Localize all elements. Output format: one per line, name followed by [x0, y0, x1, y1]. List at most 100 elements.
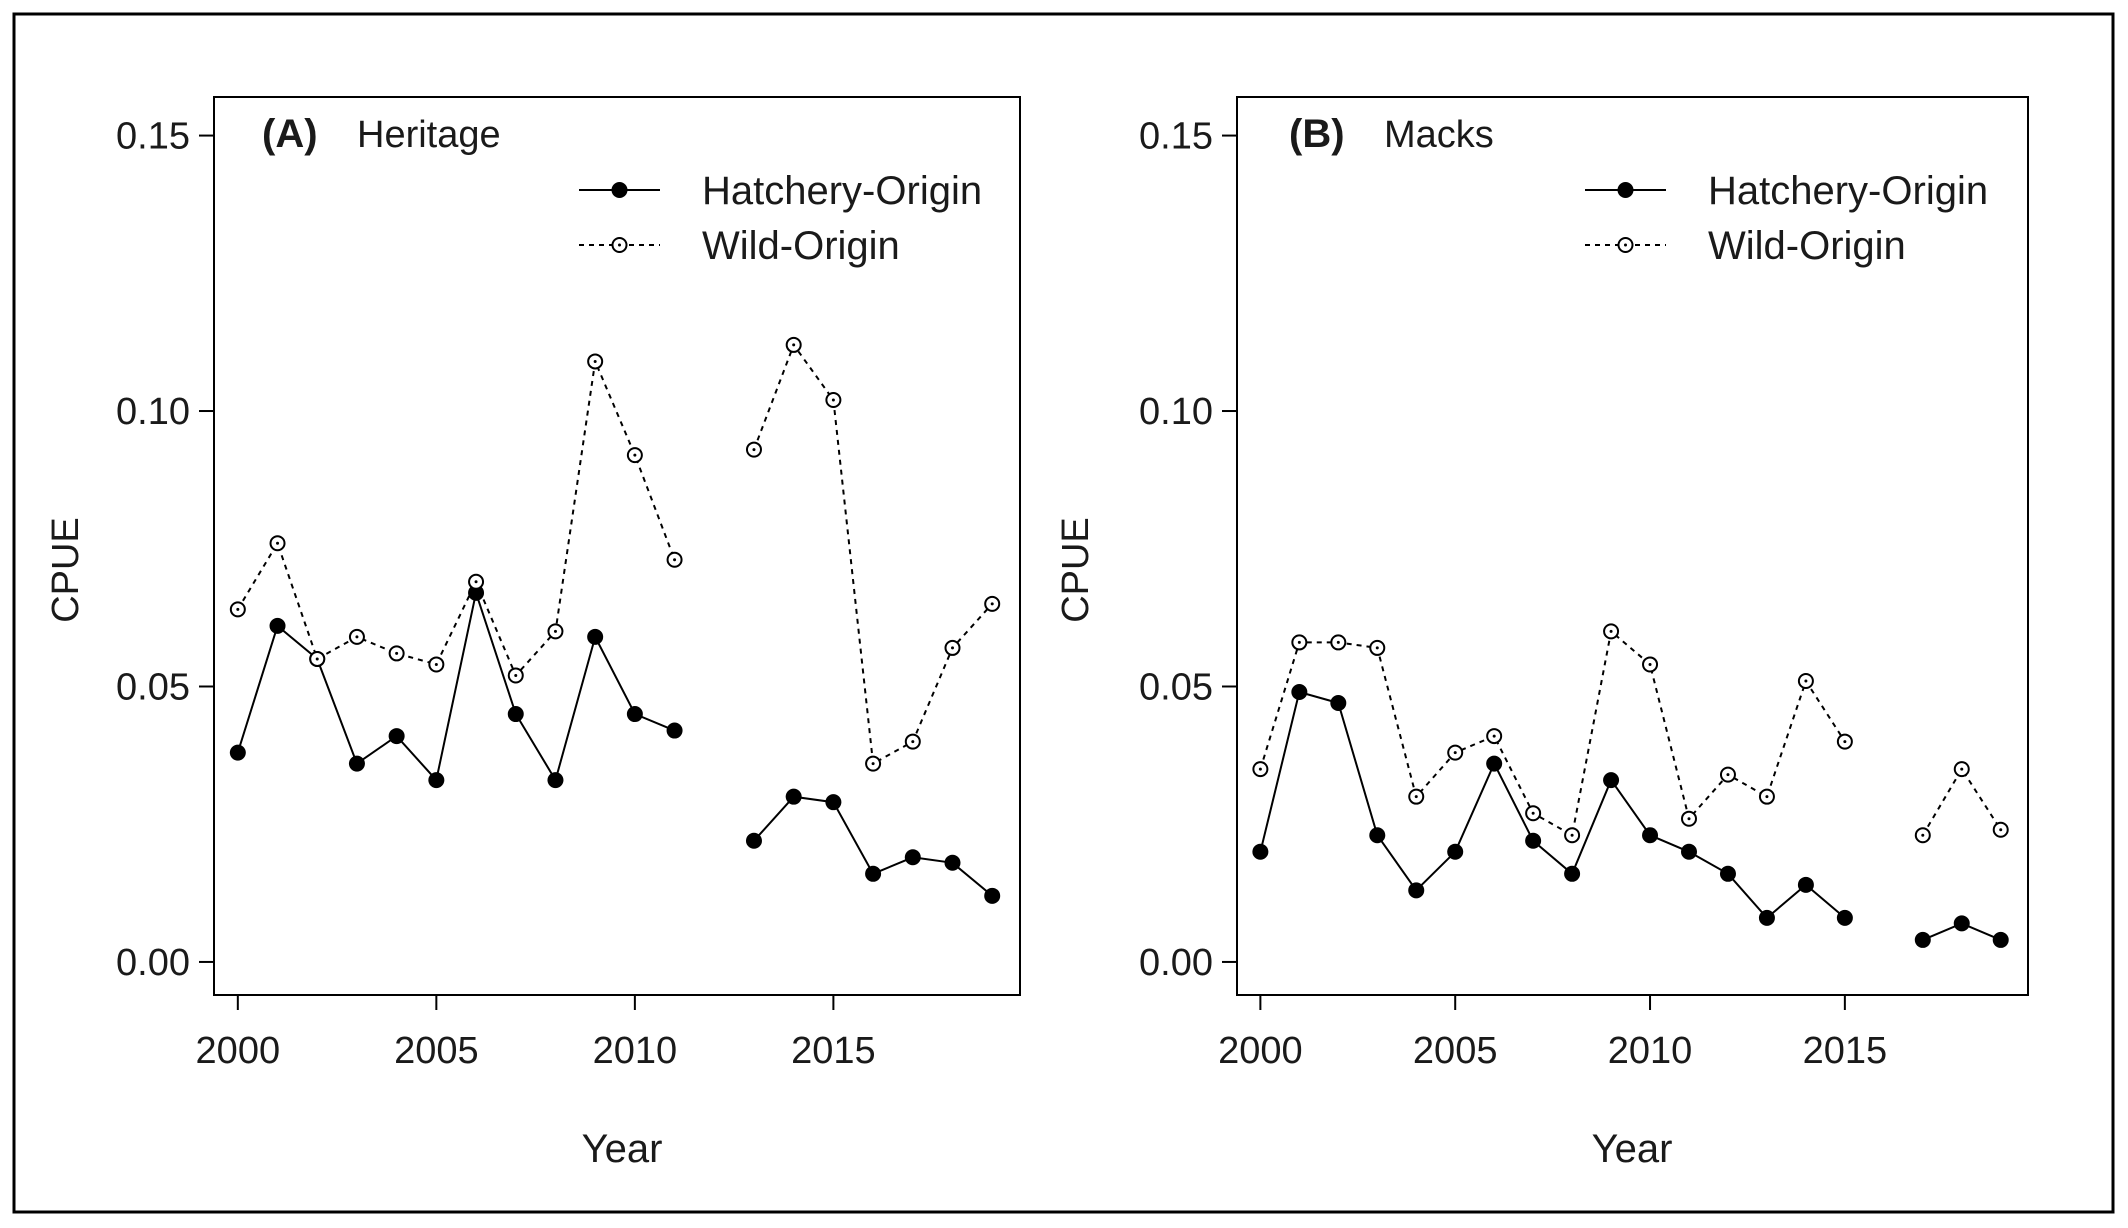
panel-b-series-line-wild: [1921, 767, 2002, 836]
panel-b-point-hatchery: [1447, 843, 1464, 860]
panel-b-point-wild-dot: [1609, 629, 1613, 633]
panel-a-legend-marker-hatchery: [611, 182, 628, 198]
panel-a-point-hatchery: [388, 728, 405, 745]
panel-b-point-hatchery: [1758, 909, 1775, 926]
panel-b-series-line-wild: [1259, 629, 1846, 837]
panel-a-point-wild-dot: [315, 657, 319, 661]
panel-b-point-hatchery: [1797, 876, 1814, 893]
panel-b-point-hatchery: [1486, 755, 1503, 772]
panel-b-x-tick-label: 2010: [1608, 1030, 1693, 1072]
panel-a-point-hatchery: [587, 628, 604, 645]
panel-a-point-wild-dot: [395, 651, 399, 655]
panel-a-point-hatchery: [229, 744, 246, 761]
panel-a-legend-marker-wild-dot: [618, 243, 621, 247]
panel-a-point-wild-dot: [871, 762, 875, 766]
panel-b-point-wild-dot: [1258, 767, 1262, 771]
panel-b-x-axis-label: Year: [1592, 1127, 1673, 1171]
panel-a-point-hatchery: [666, 722, 683, 739]
panel-b-label: (B): [1289, 112, 1345, 156]
panel-b-x-tick-label: 2000: [1218, 1030, 1303, 1072]
panel-a-x-tick-label: 2000: [196, 1030, 281, 1072]
panel-b-point-wild-dot: [1375, 646, 1379, 650]
panel-a-x-axis-label: Year: [582, 1127, 663, 1171]
panel-b-point-hatchery: [1291, 683, 1308, 700]
panel-a-x-tick-label: 2005: [394, 1030, 479, 1072]
panel-a-point-hatchery: [984, 887, 1001, 904]
panel-b-point-wild-dot: [1297, 640, 1301, 644]
panel-a-y-axis-label: CPUE: [45, 517, 87, 623]
panel-a-point-hatchery: [785, 788, 802, 805]
panel-a-point-wild-dot: [951, 646, 955, 650]
panel-b-point-wild-dot: [1843, 740, 1847, 744]
panel-b-title: Macks: [1384, 114, 1494, 156]
panel-a-point-hatchery: [348, 755, 365, 772]
panel-b-y-tick-label: 0.00: [1139, 942, 1213, 984]
panel-a-point-wild-dot: [673, 558, 677, 562]
panel-a-point-hatchery: [269, 617, 286, 634]
panel-b-point-hatchery: [1914, 931, 1931, 948]
panel-a-label: (A): [262, 112, 318, 156]
panel-b: (B) Macks CPUE Year 0.00 0.05 0.10 0.15 2000…: [1055, 96, 2029, 1171]
panel-a-point-wild-dot: [553, 629, 557, 633]
panel-a-series-line-wild: [236, 357, 676, 678]
panel-b-legend-label-hatchery: Hatchery-Origin: [1708, 169, 1988, 213]
panel-a-point-wild-dot: [911, 740, 915, 744]
panel-a-series-line-wild: [753, 342, 993, 766]
panel-a-point-wild-dot: [355, 635, 359, 639]
panel-a-point-hatchery: [904, 849, 921, 866]
panel-b-point-wild-dot: [1765, 795, 1769, 799]
panel-a-point-wild-dot: [831, 398, 835, 402]
panel-b-point-wild-dot: [1648, 662, 1652, 666]
panel-a-legend-label-hatchery: Hatchery-Origin: [702, 169, 982, 213]
panel-a-point-wild-dot: [752, 448, 756, 452]
panel-b-point-wild-dot: [1921, 833, 1925, 837]
panel-b-series-line-hatchery: [1259, 690, 1846, 920]
panel-a-y-tick-label: 0.05: [116, 666, 190, 708]
panel-b-point-wild-dot: [1414, 795, 1418, 799]
panel-b-point-wild-dot: [1492, 734, 1496, 738]
panel-b-point-hatchery: [1330, 695, 1347, 712]
panel-a-point-hatchery: [626, 706, 643, 723]
figure-border: [12, 12, 2115, 1214]
panel-b-point-wild-dot: [1570, 833, 1574, 837]
panel-b-point-hatchery: [1408, 882, 1425, 899]
panel-b-point-wild-dot: [1336, 640, 1340, 644]
panel-b-point-wild-dot: [1687, 817, 1691, 821]
panel-a-point-wild-dot: [633, 453, 637, 457]
panel-b-legend-label-wild: Wild-Origin: [1708, 224, 1906, 268]
panel-b-point-hatchery: [1252, 843, 1269, 860]
panel-b-point-hatchery: [1603, 772, 1620, 789]
panel-b-point-wild-dot: [1531, 811, 1535, 815]
panel-a-point-wild-dot: [514, 673, 518, 677]
panel-b-plot-frame: [1236, 96, 2029, 996]
panel-b-point-hatchery: [1836, 909, 1853, 926]
panel-a-series-line-hatchery: [236, 588, 675, 783]
panel-b-x-tick-label: 2005: [1413, 1030, 1498, 1072]
panel-b-point-hatchery: [1681, 843, 1697, 860]
panel-a-point-hatchery: [428, 772, 445, 789]
panel-a-x-tick-label: 2010: [593, 1030, 678, 1072]
panel-a-y-tick-label: 0.00: [116, 942, 190, 984]
panel-a-y-tick-label: 0.10: [116, 391, 190, 433]
panel-b-y-tick-label: 0.05: [1139, 666, 1213, 708]
panel-b-y-tick-label: 0.15: [1139, 116, 1213, 158]
panel-a-legend-label-wild: Wild-Origin: [702, 224, 900, 268]
panel-a-point-hatchery: [547, 772, 564, 789]
panel-a-point-hatchery: [944, 854, 961, 871]
panel-a-point-wild-dot: [474, 580, 478, 584]
panel-b-point-hatchery: [1992, 931, 2009, 948]
panel-a-x-tick-label: 2015: [791, 1030, 876, 1072]
panel-a-point-hatchery: [865, 865, 882, 882]
panel-b-legend-marker-hatchery: [1617, 182, 1634, 198]
panel-b-point-hatchery: [1642, 827, 1659, 844]
panel-a-y-tick-label: 0.15: [116, 116, 190, 158]
panel-a: (A) Heritage CPUE Year 0.00 0.05 0.10 0.15 2…: [45, 96, 1021, 1171]
panel-a-title: Heritage: [357, 114, 501, 156]
panel-a-point-wild-dot: [236, 607, 240, 611]
panel-b-point-wild-dot: [1999, 828, 2003, 832]
panel-b-y-axis-label: CPUE: [1055, 517, 1097, 623]
panel-b-point-hatchery: [1953, 915, 1970, 932]
panel-b-point-hatchery: [1525, 832, 1542, 849]
panel-b-point-hatchery: [1719, 865, 1736, 882]
